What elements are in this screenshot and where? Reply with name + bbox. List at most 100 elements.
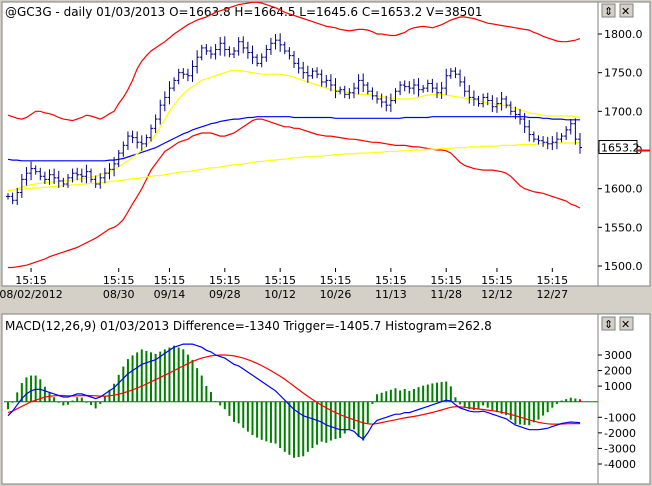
bollinger-lower-line: [8, 118, 581, 269]
histogram-bar: [219, 401, 222, 406]
histogram-bar: [265, 401, 268, 442]
price-bar: [328, 74, 333, 92]
histogram-bar: [463, 401, 466, 407]
price-bar: [351, 82, 356, 99]
price-restore-button-face[interactable]: [601, 3, 616, 18]
price-bar: [282, 41, 287, 55]
restore-icon: ⇕: [604, 5, 613, 18]
restore-icon: ⇕: [604, 318, 613, 331]
histogram-bar: [283, 401, 286, 452]
price-bar: [268, 37, 273, 55]
histogram-bar: [412, 389, 415, 402]
price-bar: [158, 99, 163, 125]
price-close-button[interactable]: ✕: [619, 3, 634, 18]
price-bar: [144, 134, 149, 147]
macd-y-tick-label: -4000: [604, 458, 636, 471]
price-close-button-face[interactable]: [619, 3, 634, 18]
price-x-axis: 15:1508/02/201215:1508/3015:1509/1415:15…: [0, 268, 568, 301]
price-bar: [338, 86, 343, 95]
histogram-bar: [62, 401, 65, 406]
histogram-bar: [209, 391, 212, 402]
histogram-bar: [542, 401, 545, 416]
price-bar: [264, 44, 269, 62]
histogram-bar: [76, 397, 79, 402]
price-bar: [56, 170, 61, 188]
histogram-bar: [260, 401, 263, 440]
price-bar: [204, 44, 209, 55]
histogram-bar: [242, 401, 245, 428]
macd-y-tick-label: -2000: [604, 427, 636, 440]
price-bar: [75, 167, 80, 181]
price-x-time-label: 15:15: [375, 274, 407, 287]
price-plot-area: [1, 1, 601, 287]
price-bar: [550, 136, 555, 150]
histogram-bar: [399, 390, 402, 402]
price-bar: [531, 131, 536, 143]
macd-restore-button[interactable]: ⇕: [601, 316, 616, 331]
histogram-bar: [560, 400, 563, 402]
price-bar: [227, 46, 232, 58]
histogram-bar: [546, 401, 549, 413]
histogram-bar: [532, 401, 535, 423]
macd-restore-button-face[interactable]: [601, 316, 616, 331]
price-bar: [79, 168, 84, 183]
histogram-bar: [191, 359, 194, 402]
price-x-date-label: 09/14: [154, 288, 186, 301]
histogram-bar: [555, 401, 558, 404]
price-bar: [490, 95, 495, 113]
price-bar: [541, 136, 546, 147]
histogram-bar: [454, 397, 457, 402]
price-bar: [84, 164, 89, 184]
histogram-bar: [482, 401, 485, 406]
macd-trigger-line: [7, 354, 580, 425]
price-x-time-label: 15:15: [481, 274, 513, 287]
histogram-bar: [256, 401, 259, 438]
histogram-bar: [385, 391, 388, 402]
histogram-bar: [528, 401, 531, 426]
price-bar: [6, 193, 10, 200]
price-bar: [305, 65, 310, 83]
histogram-bar: [334, 401, 337, 440]
price-bar: [504, 95, 509, 109]
price-bar: [379, 93, 384, 108]
macd-y-tick-label: 1000: [604, 380, 632, 393]
price-x-time-label: 15:15: [15, 274, 47, 287]
price-x-time-label: 15:15: [536, 274, 568, 287]
price-x-time-label: 15:15: [264, 274, 296, 287]
histogram-bar: [200, 375, 203, 402]
price-x-date-label: 10/12: [264, 288, 296, 301]
price-panel: @GC3G - daily 01/03/2013 O=1663.8 H=1664…: [0, 1, 651, 301]
histogram-bar: [500, 401, 503, 414]
price-bar: [139, 135, 144, 151]
price-bar: [70, 168, 75, 183]
histogram-bar: [233, 401, 236, 422]
histogram-bar: [214, 400, 217, 402]
price-bar: [29, 161, 34, 181]
price-bar: [301, 61, 306, 79]
histogram-bar: [186, 354, 189, 402]
price-bar: [112, 156, 117, 177]
price-bar: [411, 78, 416, 95]
histogram-bar: [150, 352, 152, 402]
price-bar: [342, 85, 347, 99]
price-bar: [439, 81, 444, 99]
price-bar: [536, 135, 541, 145]
price-bar: [135, 131, 140, 149]
price-x-date-label: 11/13: [375, 288, 407, 301]
macd-close-button[interactable]: ✕: [619, 316, 634, 331]
price-bar: [195, 50, 200, 74]
price-bar: [467, 85, 472, 104]
price-bar: [232, 47, 237, 58]
price-bar: [545, 136, 550, 150]
price-bar: [559, 132, 564, 143]
macd-close-button-face[interactable]: [619, 316, 634, 331]
histogram-bar: [274, 401, 277, 444]
price-bar: [494, 97, 499, 113]
price-bar: [375, 91, 380, 104]
price-bar: [102, 167, 107, 184]
macd-y-tick-label: -3000: [604, 442, 636, 455]
price-bar: [61, 177, 66, 188]
histogram-bar: [39, 379, 42, 402]
histogram-bar: [519, 401, 522, 425]
price-restore-button[interactable]: ⇕: [601, 3, 616, 18]
